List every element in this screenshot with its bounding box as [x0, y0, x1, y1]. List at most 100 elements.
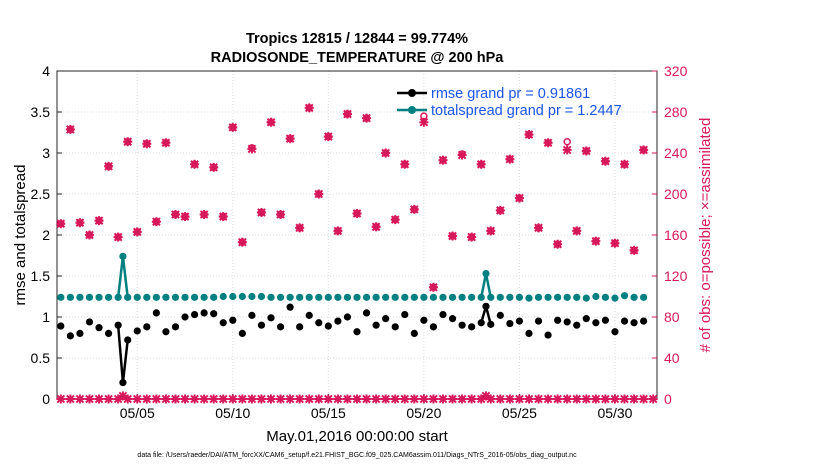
- totalspread-point: [515, 293, 524, 301]
- obs-zero-marker: [591, 394, 601, 404]
- totalspread-point: [620, 292, 629, 300]
- obs-zero-marker: [237, 394, 247, 404]
- totalspread-point: [286, 293, 294, 301]
- totalspread-point: [468, 293, 476, 301]
- totalspread-point: [315, 293, 323, 301]
- totalspread-point: [410, 293, 418, 301]
- obs-assimilated-marker: [381, 148, 391, 158]
- rmse-point: [190, 310, 199, 319]
- rmse-point: [620, 317, 629, 325]
- rmse-point: [95, 324, 103, 332]
- totalspread-point: [57, 293, 65, 301]
- obs-assimilated-marker: [610, 238, 620, 248]
- totalspread-point: [276, 293, 285, 301]
- obs-zero-marker: [323, 394, 333, 404]
- obs-zero-marker: [295, 394, 305, 404]
- totalspread-point: [630, 293, 638, 301]
- totalspread-point: [582, 294, 590, 302]
- obs-assimilated-marker: [276, 210, 286, 219]
- obs-assimilated-marker: [562, 145, 572, 155]
- y-right-tick-label: 0: [664, 391, 672, 407]
- y-left-tick-label: 2: [42, 227, 50, 243]
- totalspread-point: [506, 293, 514, 301]
- rmse-point: [162, 328, 170, 336]
- totalspread-point: [104, 293, 113, 301]
- obs-zero-marker: [352, 394, 362, 404]
- rmse-point: [477, 319, 485, 327]
- rmse-point: [573, 321, 581, 329]
- rmse-point: [57, 322, 65, 330]
- totalspread-point: [114, 293, 122, 301]
- y-left-tick-label: 3.5: [31, 104, 51, 120]
- totalspread-point: [573, 293, 581, 301]
- totalspread-point: [248, 292, 256, 301]
- obs-assimilated-marker: [228, 122, 238, 132]
- rmse-point: [210, 310, 218, 318]
- obs-assimilated-marker: [256, 207, 266, 217]
- obs-assimilated-marker: [304, 103, 314, 113]
- obs-zero-marker: [390, 394, 400, 404]
- x-tick-label: 05/30: [597, 405, 632, 421]
- rmse-point: [238, 329, 246, 337]
- obs-zero-marker: [304, 394, 314, 404]
- axis-ticks: 00.511.522.533.5404080120160200240280320…: [31, 63, 688, 421]
- obs-zero-marker: [247, 394, 257, 404]
- y-axis-left-label: rmse and totalspread: [12, 165, 29, 306]
- obs-assimilated-marker: [161, 138, 171, 148]
- obs-zero-marker: [495, 394, 505, 404]
- obs-assimilated-marker: [314, 189, 324, 199]
- totalspread-point: [429, 293, 438, 301]
- rmse-point: [334, 317, 342, 325]
- obs-assimilated-marker: [400, 159, 410, 169]
- obs-zero-marker: [362, 394, 372, 404]
- legend-rmse-marker: [408, 89, 416, 97]
- totalspread-segment: [121, 256, 129, 298]
- rmse-point: [305, 311, 313, 319]
- rmse-point: [114, 321, 122, 329]
- y-left-tick-label: 0.5: [31, 350, 51, 366]
- obs-zero-marker: [572, 394, 582, 404]
- obs-assimilated-marker: [390, 215, 400, 225]
- totalspread-point: [324, 293, 332, 301]
- obs-zero-marker: [505, 394, 515, 404]
- totalspread-point: [229, 292, 237, 301]
- obs-zero-marker: [180, 394, 190, 404]
- obs-zero-marker: [84, 394, 94, 404]
- y-right-tick-label: 80: [664, 309, 680, 325]
- obs-zero-marker: [65, 394, 75, 404]
- obs-zero-marker: [524, 394, 534, 404]
- obs-zero-marker: [256, 394, 266, 404]
- obs-assimilated-marker: [371, 222, 381, 232]
- rmse-point: [429, 323, 438, 331]
- obs-assimilated-marker: [524, 130, 534, 140]
- totalspread-point: [219, 292, 227, 301]
- obs-zero-marker: [142, 394, 152, 404]
- totalspread-point: [305, 293, 313, 301]
- totalspread-point: [267, 293, 275, 301]
- chart-title: Tropics 12815 / 12844 = 99.774%: [246, 31, 468, 47]
- obs-assimilated-marker: [342, 109, 352, 119]
- rmse-point: [601, 316, 610, 324]
- obs-zero-marker: [610, 394, 620, 404]
- rmse-point: [85, 318, 94, 326]
- rmse-point: [487, 320, 495, 328]
- obs-zero-marker: [457, 394, 467, 404]
- obs-assimilated-marker: [591, 236, 601, 246]
- obs-assimilated-marker: [295, 223, 305, 233]
- totalspread-point: [85, 293, 94, 301]
- rmse-point: [200, 309, 208, 317]
- totalspread-point: [420, 293, 428, 301]
- y-right-tick-label: 280: [664, 104, 688, 120]
- totalspread-point: [200, 293, 208, 301]
- y-left-tick-label: 3: [42, 145, 50, 161]
- obs-zero-marker: [218, 394, 228, 404]
- totalspread-point: [152, 293, 160, 301]
- x-tick-label: 05/05: [120, 405, 155, 421]
- totalspread-point: [119, 252, 127, 260]
- rmse-point: [592, 319, 600, 327]
- obs-possible-marker: [563, 137, 571, 146]
- obs-assimilated-marker: [199, 210, 209, 219]
- totalspread-point: [448, 293, 457, 301]
- rmse-point: [525, 329, 533, 337]
